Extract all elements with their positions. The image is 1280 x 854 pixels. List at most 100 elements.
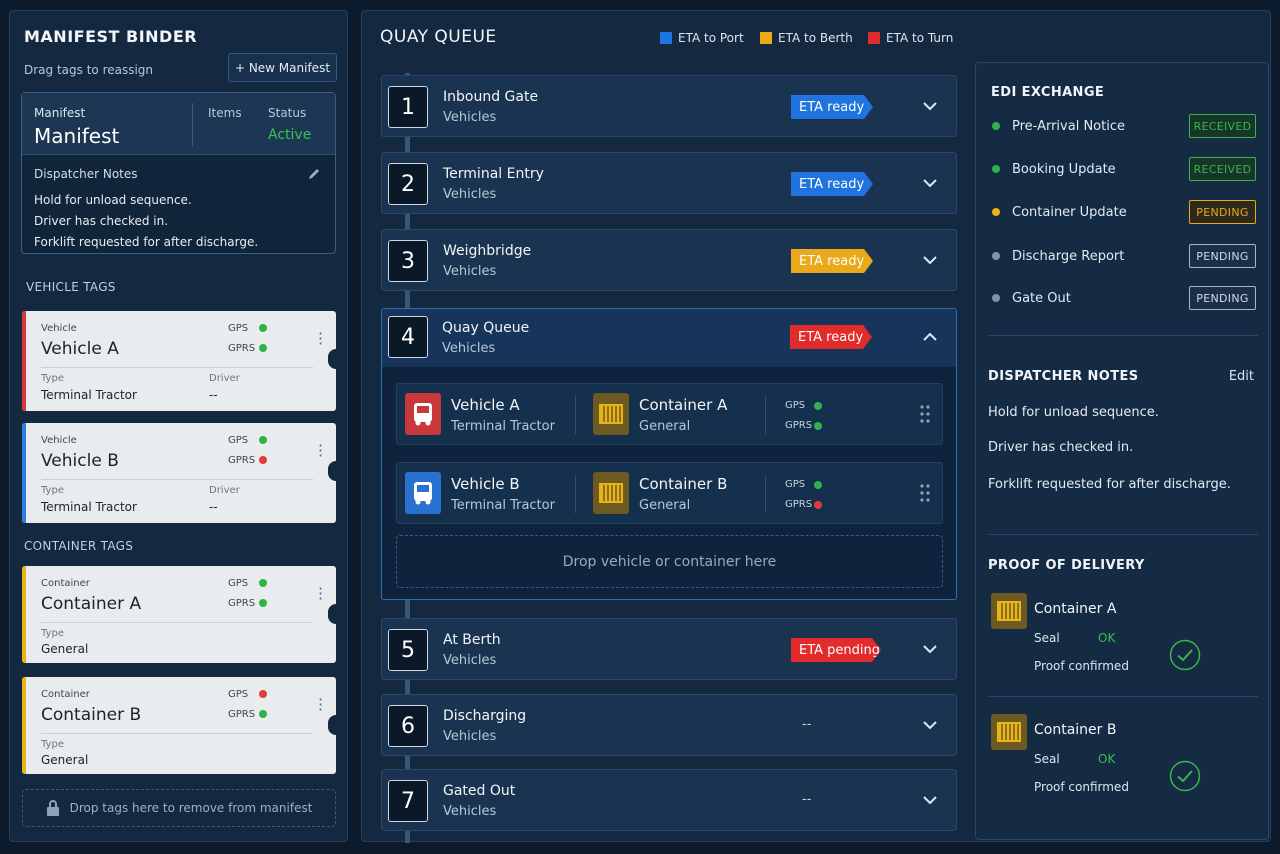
stage-sub: Vehicles [442, 341, 496, 356]
stage-row[interactable]: 5 At Berth Vehicles ETA pending [381, 618, 957, 680]
edi-title: EDI EXCHANGE [991, 85, 1105, 100]
more-options-icon[interactable]: · · · [318, 690, 324, 719]
note-line: Hold for unload sequence. [988, 405, 1159, 420]
edi-row: Pre-Arrival Notice RECEIVED [992, 114, 1256, 138]
gprs-status-dot [814, 422, 822, 430]
manifest-notes: Hold for unload sequence. Driver has che… [34, 190, 258, 253]
drag-handle-icon[interactable] [920, 405, 930, 423]
chevron-down-icon[interactable] [918, 637, 942, 661]
seal-label: Seal [1034, 752, 1060, 766]
truck-icon [405, 472, 441, 514]
drag-handle-icon[interactable] [920, 484, 930, 502]
stage-sub: Vehicles [443, 110, 497, 125]
eta-placeholder: -- [802, 717, 812, 732]
eta-badge: ETA ready [791, 172, 873, 196]
manifest-card[interactable]: Manifest Manifest Items Status Active Di… [21, 92, 336, 254]
vehicle-type: Terminal Tractor [451, 419, 555, 434]
vehicle-tags-title: VEHICLE TAGS [26, 280, 116, 294]
container-tag[interactable]: Container Container A GPS GPRS · · · Type … [22, 566, 344, 663]
remove-drop-zone[interactable]: Drop tags here to remove from manifest [22, 789, 336, 827]
stage-row[interactable]: 7 Gated Out Vehicles -- [381, 769, 957, 831]
stage-name: Discharging [443, 708, 527, 724]
container-icon [593, 472, 629, 514]
note-line: Hold for unload sequence. [34, 193, 192, 207]
type-value: General [41, 642, 89, 656]
vehicle-tag[interactable]: Vehicle Vehicle B GPS GPRS · · · Type Term… [22, 423, 344, 523]
more-options-icon[interactable]: · · · [318, 436, 324, 465]
status-label: Status [268, 106, 307, 120]
gps-status-dot [259, 690, 267, 698]
edi-status-dot [992, 122, 1000, 130]
gprs-label: GPRS [785, 499, 813, 510]
edit-pencil-icon[interactable] [307, 167, 321, 181]
container-tag[interactable]: Container Container B GPS GPRS · · · Type … [22, 677, 344, 774]
legend-label: ETA to Turn [886, 31, 954, 45]
gprs-label: GPRS [228, 709, 256, 720]
edi-status-dot [992, 294, 1000, 302]
stage-sub: Vehicles [443, 187, 497, 202]
legend-swatch [868, 32, 880, 44]
chevron-down-icon[interactable] [918, 94, 942, 118]
tag-notch [328, 461, 344, 481]
pod-title: PROOF OF DELIVERY [988, 558, 1145, 573]
assignment-row[interactable]: Vehicle A Terminal Tractor Container A G… [396, 383, 943, 445]
chevron-down-icon[interactable] [918, 713, 942, 737]
divider [765, 475, 766, 513]
divider [988, 696, 1258, 697]
type-value: Terminal Tractor [41, 388, 137, 402]
gprs-label: GPRS [228, 455, 256, 466]
notes-edit-link[interactable]: Edit [1228, 369, 1254, 384]
eta-badge: ETA ready [791, 249, 873, 273]
stage-name: Terminal Entry [443, 166, 544, 182]
chevron-down-icon[interactable] [918, 788, 942, 812]
tag-kind: Container [41, 578, 90, 589]
container-name: Container B [639, 475, 728, 493]
container-icon [991, 593, 1027, 629]
queue-drop-zone[interactable]: Drop vehicle or container here [396, 535, 943, 588]
pod-container-name: Container B [1034, 722, 1117, 738]
chevron-down-icon[interactable] [918, 248, 942, 272]
notes-title: DISPATCHER NOTES [988, 369, 1139, 384]
truck-icon [405, 393, 441, 435]
notes-title: Dispatcher Notes [34, 167, 138, 181]
check-circle-icon [1169, 639, 1201, 671]
chevron-down-icon[interactable] [918, 171, 942, 195]
edi-row: Gate Out PENDING [992, 286, 1256, 310]
more-options-icon[interactable]: · · · [318, 579, 324, 608]
type-label: Type [41, 373, 64, 384]
gps-label: GPS [228, 323, 249, 334]
panel-title: MANIFEST BINDER [24, 27, 198, 46]
proof-text: Proof confirmed [1034, 659, 1129, 673]
new-manifest-button[interactable]: + New Manifest [228, 53, 337, 82]
edi-label: Discharge Report [1012, 248, 1125, 264]
divider [988, 335, 1258, 336]
stage-number: 2 [388, 163, 428, 205]
stage-row[interactable]: 2 Terminal Entry Vehicles ETA ready [381, 152, 957, 214]
edi-label: Gate Out [1012, 290, 1071, 306]
stage-number: 6 [388, 705, 428, 747]
gps-label: GPS [785, 479, 806, 490]
gps-status-dot [259, 579, 267, 587]
stage-row[interactable]: 1 Inbound Gate Vehicles ETA ready [381, 75, 957, 137]
stage-row[interactable]: 6 Discharging Vehicles -- [381, 694, 957, 756]
stage-row[interactable]: 3 Weighbridge Vehicles ETA ready [381, 229, 957, 291]
edi-status-dot [992, 208, 1000, 216]
stage-header[interactable]: 4 Quay Queue Vehicles ETA ready [382, 309, 956, 367]
details-panel: EDI EXCHANGE Pre-Arrival Notice RECEIVED… [975, 62, 1269, 840]
seal-value: OK [1098, 631, 1116, 645]
note-line: Driver has checked in. [34, 214, 169, 228]
vehicle-tag[interactable]: Vehicle Vehicle A GPS GPRS · · · Type Term… [22, 311, 344, 411]
stage-name: Weighbridge [443, 243, 532, 259]
gps-label: GPS [228, 578, 249, 589]
assignment-row[interactable]: Vehicle B Terminal Tractor Container B G… [396, 462, 943, 524]
tag-name: Container B [41, 705, 142, 725]
legend-item: ETA to Turn [868, 31, 953, 45]
proof-text: Proof confirmed [1034, 780, 1129, 794]
seal-value: OK [1098, 752, 1116, 766]
tag-kind: Container [41, 689, 90, 700]
stage-number: 1 [388, 86, 428, 128]
more-options-icon[interactable]: · · · [318, 324, 324, 353]
stage-number: 5 [388, 629, 428, 671]
chevron-up-icon[interactable] [918, 325, 942, 349]
stage-number: 4 [388, 316, 428, 358]
